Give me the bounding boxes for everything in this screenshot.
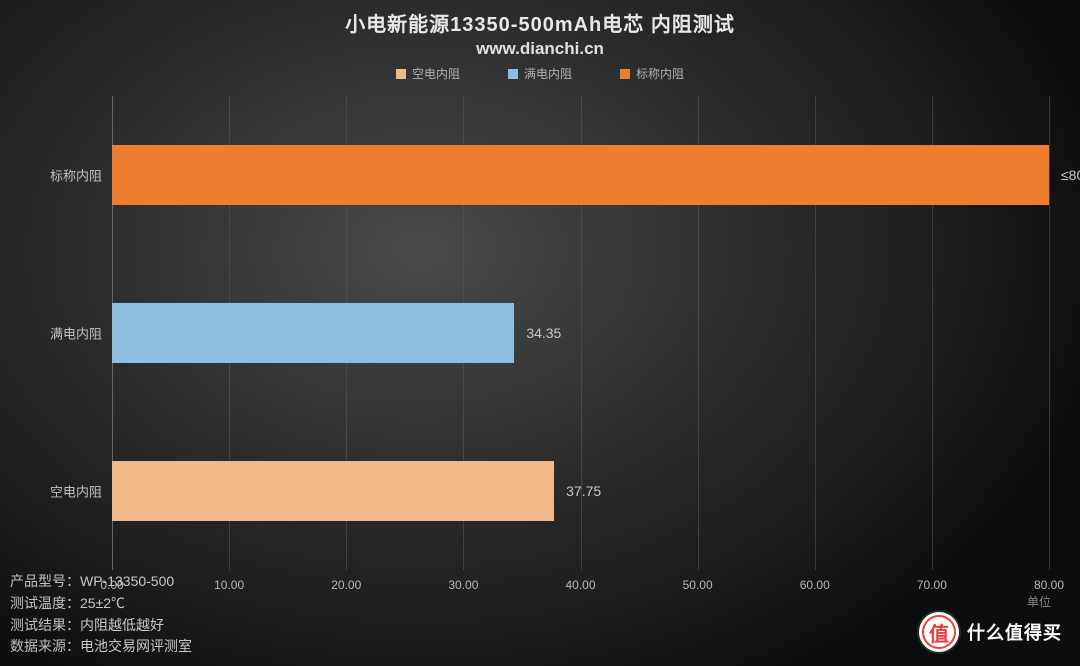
legend-item: 空电内阻: [396, 65, 460, 82]
info-value: 25±2℃: [80, 595, 125, 611]
y-category-label: 空电内阻: [50, 482, 102, 501]
bar-value-label: ≤80mΩ: [1061, 167, 1080, 183]
watermark: 值 什么值得买: [919, 612, 1062, 652]
x-tick-label: 40.00: [565, 578, 595, 592]
info-row: 测试结果：内阻越低越好: [10, 615, 192, 637]
info-row: 产品型号：WP-13350-500: [10, 571, 192, 593]
info-label: 产品型号：: [10, 573, 80, 589]
legend-label: 空电内阻: [412, 65, 460, 82]
bar: [112, 303, 514, 363]
chart-subtitle: www.dianchi.cn: [0, 39, 1080, 59]
legend-item: 满电内阻: [508, 65, 572, 82]
info-value: WP-13350-500: [80, 573, 174, 589]
legend-item: 标称内阻: [620, 65, 684, 82]
x-tick-label: 60.00: [800, 578, 830, 592]
legend-swatch: [396, 69, 406, 79]
legend-swatch: [508, 69, 518, 79]
bar-value-label: 34.35: [526, 325, 561, 341]
x-tick-label: 20.00: [331, 578, 361, 592]
x-tick-label: 10.00: [214, 578, 244, 592]
info-row: 数据来源：电池交易网评测室: [10, 636, 192, 658]
x-tick-label: 30.00: [448, 578, 478, 592]
chart-title: 小电新能源13350-500mAh电芯 内阻测试: [0, 0, 1080, 37]
info-block: 产品型号：WP-13350-500 测试温度：25±2℃ 测试结果：内阻越低越好…: [10, 571, 192, 658]
watermark-badge-icon: 值: [919, 612, 959, 652]
y-category-label: 满电内阻: [50, 324, 102, 343]
info-value: 内阻越低越好: [80, 617, 164, 633]
y-category-label: 标称内阻: [50, 166, 102, 185]
x-tick-label: 50.00: [683, 578, 713, 592]
info-label: 测试温度：: [10, 595, 80, 611]
info-row: 测试温度：25±2℃: [10, 593, 192, 615]
info-label: 数据来源：: [10, 638, 80, 654]
info-label: 测试结果：: [10, 617, 80, 633]
legend-label: 标称内阻: [636, 65, 684, 82]
grid-line: [1049, 96, 1050, 570]
plot-area: 单位 0.0010.0020.0030.0040.0050.0060.0070.…: [112, 96, 1049, 570]
info-value: 电池交易网评测室: [80, 638, 192, 654]
bar: [112, 145, 1049, 205]
x-tick-label: 70.00: [917, 578, 947, 592]
bar: [112, 461, 554, 521]
x-axis-label: 单位: [1027, 593, 1051, 610]
legend-swatch: [620, 69, 630, 79]
legend: 空电内阻 满电内阻 标称内阻: [0, 65, 1080, 82]
bar-value-label: 37.75: [566, 483, 601, 499]
watermark-text: 什么值得买: [967, 619, 1062, 645]
legend-label: 满电内阻: [524, 65, 572, 82]
x-tick-label: 80.00: [1034, 578, 1064, 592]
